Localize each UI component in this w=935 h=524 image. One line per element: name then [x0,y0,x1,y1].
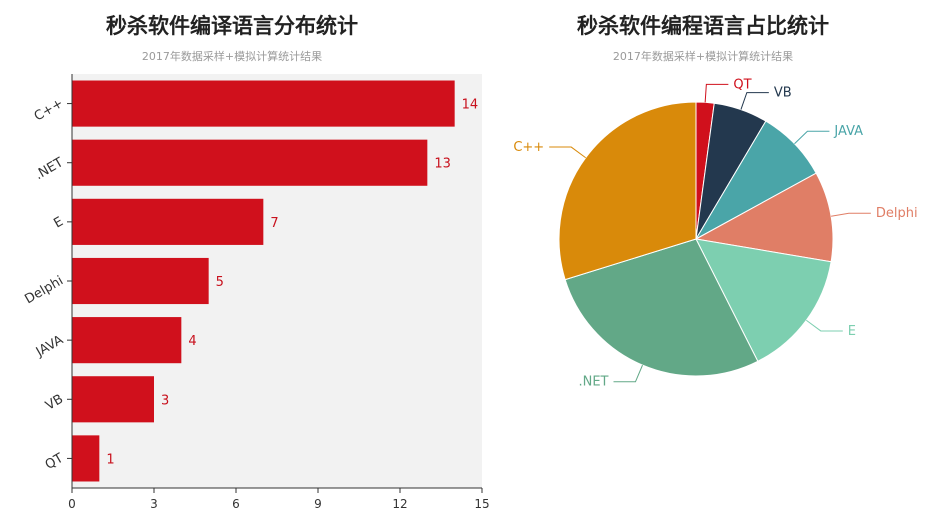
pie-slice [564,238,759,377]
pie-chart-title: 秒杀软件编程语言占比统计 [577,14,829,38]
pie-label-line [794,130,830,145]
bar-value-label: 5 [216,275,224,290]
pie-slice [558,101,697,281]
y-tick-label: E [51,214,66,231]
watermark-account: 安全人物志 [796,471,906,496]
bar [72,198,264,245]
pie-label: Delphi [876,206,918,221]
y-tick-label: .NET [33,155,67,183]
bar-value-label: 1 [106,452,114,467]
bar [72,139,428,186]
x-tick-label: 3 [150,497,158,511]
pie-slices [558,101,834,377]
bar-value-label: 7 [270,216,278,231]
pie-chart: 秒杀软件编程语言占比统计 2017年数据采样+模拟计算统计结果 QT VB JAVA… [513,14,917,390]
pie-label: E [848,324,856,339]
y-tick-label: Delphi [22,273,66,307]
watermark-site: 云栖社区 yq.aliyun.com [622,493,872,518]
pie-label: JAVA [833,124,863,139]
watermark: 安全人物志 云栖社区 yq.aliyun.com [622,471,906,518]
y-tick-label: C++ [32,96,66,124]
y-tick-label: QT [43,451,66,473]
bar-value-label: 14 [462,98,479,113]
bar-value-label: 4 [188,334,196,349]
bar [72,317,182,364]
pie-label-line [831,212,871,217]
y-tick-label: JAVA [33,333,66,361]
wechat-icon [764,473,795,498]
x-tick-label: 12 [392,497,407,511]
x-tick-label: 15 [474,497,489,511]
y-tick-label: VB [43,392,66,414]
bar-value-label: 3 [161,393,169,408]
x-tick-label: 9 [314,497,322,511]
bar [72,80,455,127]
bar [72,435,100,482]
pie-label: QT [733,77,751,92]
bar-series: 14 13 7 5 4 3 1 [72,80,479,482]
pie-label-line [740,92,769,110]
pie-labels: QT VB JAVA Delphi E .NET C++ [513,77,917,389]
bar [72,376,154,423]
bar-chart-subtitle: 2017年数据采样+模拟计算统计结果 [142,49,322,63]
bar-chart: 秒杀软件编译语言分布统计 2017年数据采样+模拟计算统计结果 14137543… [22,14,489,511]
pie-label-line [805,319,843,332]
pie-label-line [613,364,643,383]
pie-label-line [549,146,587,159]
pie-label: C++ [513,140,544,155]
pie-label-line [704,83,729,103]
pie-label: .NET [578,375,608,390]
bar-chart-title: 秒杀软件编译语言分布统计 [106,14,358,38]
pie-label: VB [774,86,792,101]
pie-chart-subtitle: 2017年数据采样+模拟计算统计结果 [613,49,793,63]
x-tick-label: 0 [68,497,76,511]
x-tick-label: 6 [232,497,240,511]
bar-value-label: 13 [434,157,451,172]
bar [72,257,209,305]
